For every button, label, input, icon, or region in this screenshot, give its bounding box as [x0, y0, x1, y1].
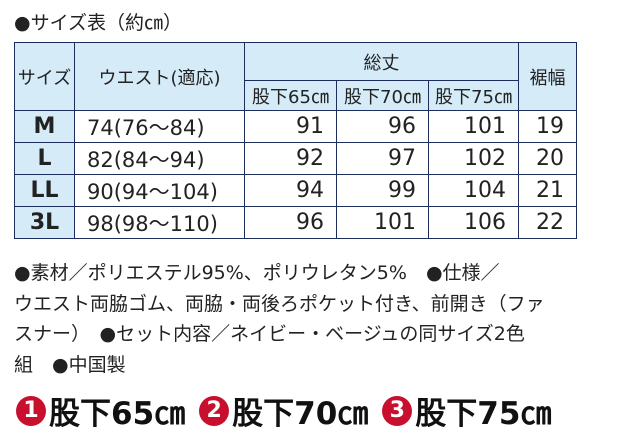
note-line: スナー） ●セット内容／ネイビー・ベージュの同サイズ2色 [14, 323, 525, 345]
option-number: 3 [382, 395, 413, 426]
cell: LL [14, 174, 75, 207]
cell: 101 [428, 110, 519, 143]
row: L 82(84〜94) 92 97 102 20 [14, 142, 577, 175]
cell: 96 [336, 110, 429, 143]
note-line: ●素材／ポリエステル95%、ポリウレタン5% ●仕様／ [14, 262, 500, 284]
cell: 92 [244, 142, 337, 175]
option: 1 股下65㎝ [16, 388, 185, 433]
header: 股下75㎝ [428, 80, 519, 111]
header: サイズ [14, 42, 75, 111]
note-line: ウエスト両脇ゴム、両脇・両後ろポケット付き、前開き（ファ [14, 292, 545, 315]
row: LL 90(94〜104) 94 99 104 21 [14, 174, 577, 207]
cell: 101 [336, 206, 429, 239]
cell: M [14, 110, 75, 143]
cell: 91 [244, 110, 337, 143]
cell: 96 [244, 206, 337, 239]
header: 股下65㎝ [244, 80, 337, 111]
header: 股下70㎝ [336, 80, 429, 111]
cell: 94 [244, 174, 337, 207]
cell: 21 [518, 174, 577, 207]
header: 総丈 [244, 42, 519, 81]
cell: 99 [336, 174, 429, 207]
size-table: サイズ ウエスト(適応) 総丈 裾幅 股下65㎝ 股下70㎝ 股下75㎝ M 74(76〜8… [14, 42, 577, 239]
cell: 104 [428, 174, 519, 207]
row: M 74(76〜84) 91 96 101 19 [14, 110, 577, 143]
cell: 97 [336, 142, 429, 175]
cell: 98(98〜110) [74, 206, 245, 239]
cell: 90(94〜104) [74, 174, 245, 207]
option-label: 股下70㎝ [232, 396, 369, 432]
options: 1 股下65㎝ 2 股下70㎝ 3 股下75㎝ [16, 388, 551, 433]
header: ウエスト(適応) [74, 42, 245, 111]
row: 3L 98(98〜110) 96 101 106 22 [14, 206, 577, 239]
cell: 20 [518, 142, 577, 175]
title: ●サイズ表（約㎝） [14, 12, 183, 34]
option: 3 股下75㎝ [382, 388, 551, 433]
cell: L [14, 142, 75, 175]
cell: 22 [518, 206, 577, 239]
option-number: 1 [16, 395, 46, 426]
cell: 3L [14, 206, 75, 239]
option-label: 股下65㎝ [49, 396, 186, 432]
cell: 106 [428, 206, 519, 239]
note-line: 組 ●中国製 [14, 353, 126, 376]
option-number: 2 [199, 395, 230, 426]
cell: 82(84〜94) [74, 142, 245, 175]
cell: 19 [518, 110, 577, 143]
cell: 102 [428, 142, 519, 175]
notes: ●素材／ポリエステル95%、ポリウレタン5% ●仕様／ ウエスト両脇ゴム、両脇・両… [14, 258, 545, 380]
header: 裾幅 [518, 42, 577, 111]
cell: 74(76〜84) [74, 110, 245, 143]
option-label: 股下75㎝ [415, 396, 552, 432]
option: 2 股下70㎝ [199, 388, 368, 433]
